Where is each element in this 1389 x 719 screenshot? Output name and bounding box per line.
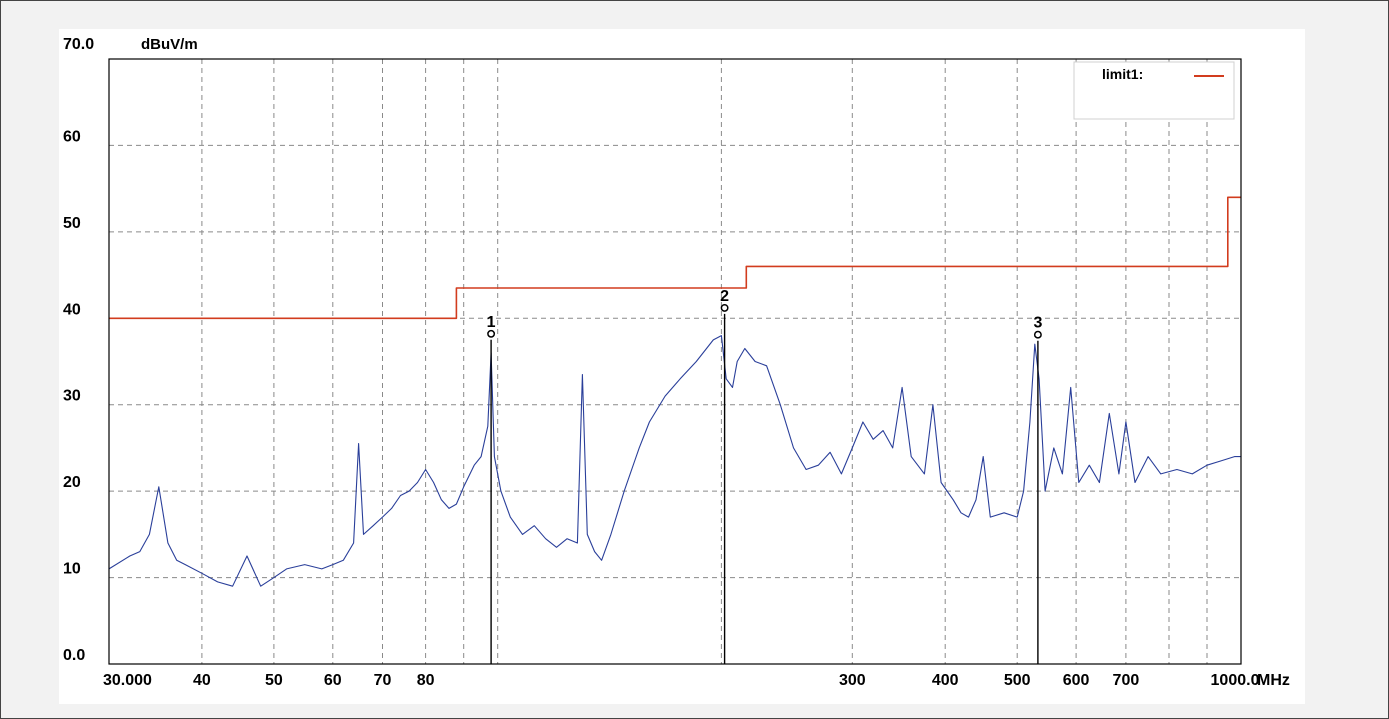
x-tick-label: 60	[324, 672, 342, 689]
x-tick-label: 30.000	[103, 672, 152, 689]
y-tick-label: 20	[63, 474, 81, 491]
marker-label: 1	[487, 314, 496, 331]
legend-label-limit1: limit1:	[1102, 66, 1143, 82]
y-tick-label: 70.0	[63, 36, 94, 53]
y-tick-label: 40	[63, 301, 81, 318]
limit-line	[109, 196, 1241, 320]
series-layer	[108, 196, 1241, 587]
x-tick-label: 500	[1004, 672, 1031, 689]
marker-dot	[487, 329, 496, 338]
emission-chart: dBuV/m MHz 30.000 40 50 60 70 80 300 400 500 600 7…	[63, 36, 1290, 689]
x-tick-label: 1000.0	[1211, 672, 1260, 689]
marker-dot	[720, 303, 729, 312]
y-tick-label: 10	[63, 561, 81, 578]
x-tick-label: 70	[374, 672, 392, 689]
x-tick-label: 600	[1063, 672, 1090, 689]
y-axis-unit: dBuV/m	[141, 36, 198, 53]
x-tick-label: 80	[417, 672, 435, 689]
x-axis-unit: MHz	[1257, 672, 1290, 689]
legend-box	[1073, 61, 1235, 120]
y-tick-label: 0.0	[63, 647, 85, 664]
x-tick-label: 700	[1113, 672, 1140, 689]
chart-panel: dBuV/m MHz 30.000 40 50 60 70 80 300 400 500 600 7…	[59, 29, 1305, 704]
legend: limit1:	[1073, 61, 1235, 120]
axis-labels: dBuV/m MHz 30.000 40 50 60 70 80 300 400 500 600 7…	[63, 36, 1290, 689]
marker-dot	[1033, 330, 1042, 339]
y-tick-label: 50	[63, 215, 81, 232]
marker-label: 3	[1033, 315, 1042, 332]
grid-lines	[109, 59, 1241, 664]
plot-area-border	[108, 58, 1242, 665]
marker-label: 2	[720, 288, 729, 305]
x-tick-label: 40	[193, 672, 211, 689]
x-tick-label: 300	[839, 672, 866, 689]
x-tick-label: 50	[265, 672, 283, 689]
x-tick-label: 400	[932, 672, 959, 689]
y-tick-label: 60	[63, 128, 81, 145]
markers: 1 2 3	[487, 288, 1042, 664]
y-tick-label: 30	[63, 388, 81, 405]
measurement-trace	[108, 335, 1241, 587]
